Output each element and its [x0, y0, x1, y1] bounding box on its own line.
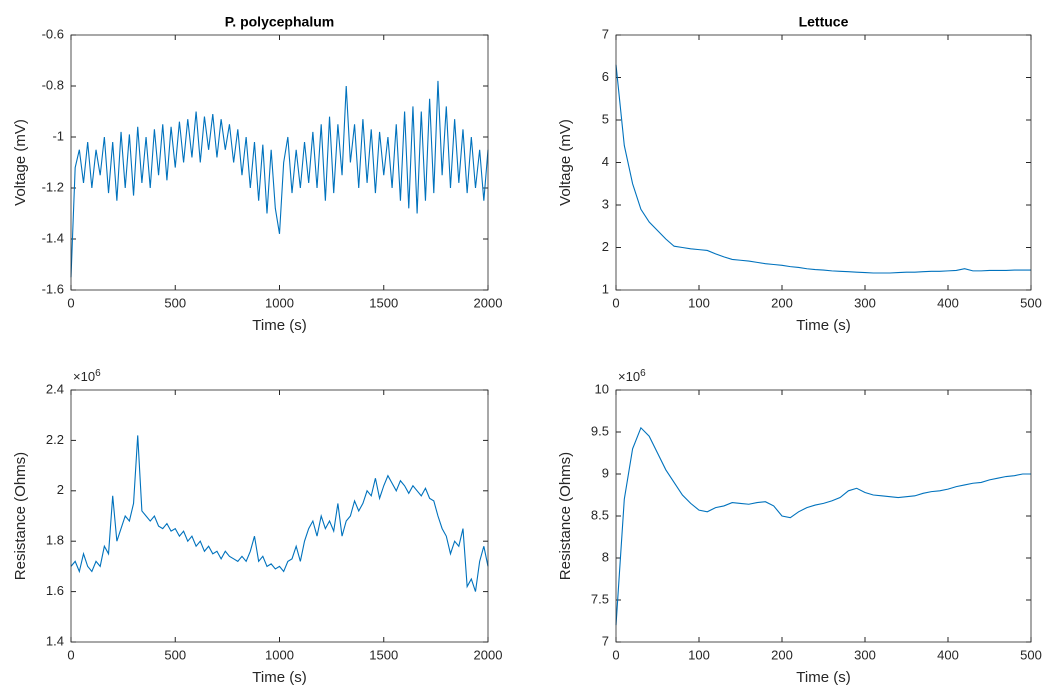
y-exponent-base: ×10: [618, 369, 640, 384]
x-tick-label: 0: [612, 647, 619, 662]
y-tick-label: -0.6: [42, 26, 64, 41]
x-tick-label: 1500: [369, 295, 398, 310]
y-tick-label: 7: [602, 26, 609, 41]
y-tick-label: 7: [602, 633, 609, 648]
plot-area: [616, 390, 1031, 642]
x-tick-label: 400: [937, 647, 959, 662]
y-axis-label: Resistance (Ohms): [12, 452, 29, 580]
y-tick-label: 8: [602, 549, 609, 564]
y-axis-label: Resistance (Ohms): [557, 452, 574, 580]
y-exponent-power: 6: [95, 368, 101, 379]
y-exponent-power: 6: [640, 368, 646, 379]
y-tick-label: 9.5: [591, 423, 609, 438]
y-tick-label: 9: [602, 465, 609, 480]
x-tick-label: 500: [1020, 647, 1042, 662]
data-line: [70, 80, 489, 278]
plot-area: [71, 390, 488, 642]
x-tick-label: 500: [164, 295, 186, 310]
plot-area: [616, 35, 1031, 290]
x-tick-label: 400: [937, 295, 959, 310]
x-tick-label: 0: [612, 295, 619, 310]
axes-box: [70, 34, 489, 291]
data-line: [615, 64, 1031, 274]
axes-box: [615, 389, 1032, 643]
y-tick-label: -1.4: [42, 230, 64, 245]
x-axis-label: Time (s): [796, 317, 850, 334]
chart-title: P. polycephalum: [225, 14, 334, 30]
chart-title: Lettuce: [799, 14, 849, 30]
y-tick-label: 3: [602, 196, 609, 211]
y-tick-label: -0.8: [42, 77, 64, 92]
y-tick-label: 2.4: [46, 381, 64, 396]
y-tick-label: 8.5: [591, 507, 609, 522]
y-tick-label: 1: [602, 281, 609, 296]
x-tick-label: 0: [67, 295, 74, 310]
x-tick-label: 200: [771, 647, 793, 662]
x-tick-label: 1000: [265, 647, 294, 662]
y-tick-label: 4: [602, 154, 609, 169]
y-exponent: ×106: [618, 368, 646, 385]
x-tick-label: 1500: [369, 647, 398, 662]
y-tick-label: -1: [52, 128, 64, 143]
y-tick-label: 1.8: [46, 533, 64, 548]
plot-area: [71, 35, 488, 290]
x-tick-label: 2000: [474, 647, 503, 662]
x-tick-label: 100: [688, 295, 710, 310]
x-tick-label: 0: [67, 647, 74, 662]
x-axis-label: Time (s): [252, 669, 306, 686]
x-tick-label: 200: [771, 295, 793, 310]
axes-box: [70, 389, 489, 643]
data-line: [615, 426, 1031, 626]
y-tick-label: 2: [57, 482, 64, 497]
y-exponent-base: ×10: [73, 369, 95, 384]
y-axis-label: Voltage (mV): [557, 119, 574, 206]
x-tick-label: 1000: [265, 295, 294, 310]
axes-box: [615, 34, 1032, 291]
y-axis-label: Voltage (mV): [12, 119, 29, 206]
x-tick-label: 500: [164, 647, 186, 662]
y-tick-label: -1.2: [42, 179, 64, 194]
y-tick-label: 6: [602, 69, 609, 84]
x-tick-label: 300: [854, 647, 876, 662]
y-tick-label: 10: [595, 381, 609, 396]
y-tick-label: 2.2: [46, 432, 64, 447]
x-tick-label: 100: [688, 647, 710, 662]
x-tick-label: 300: [854, 295, 876, 310]
y-tick-label: 7.5: [591, 591, 609, 606]
data-line: [70, 435, 489, 592]
x-tick-label: 2000: [474, 295, 503, 310]
y-tick-label: -1.6: [42, 281, 64, 296]
x-axis-label: Time (s): [252, 317, 306, 334]
y-tick-label: 5: [602, 111, 609, 126]
y-exponent: ×106: [73, 368, 101, 385]
y-tick-label: 1.4: [46, 633, 64, 648]
x-axis-label: Time (s): [796, 669, 850, 686]
x-tick-label: 500: [1020, 295, 1042, 310]
y-tick-label: 1.6: [46, 583, 64, 598]
y-tick-label: 2: [602, 239, 609, 254]
